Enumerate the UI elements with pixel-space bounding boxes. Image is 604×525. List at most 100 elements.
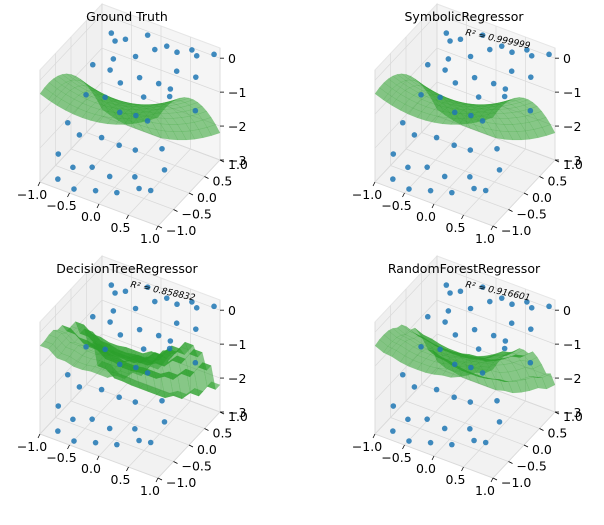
x-tick-label: −0.5 [381, 450, 411, 465]
data-point [89, 164, 95, 170]
data-point [108, 282, 115, 288]
data-point [122, 288, 129, 295]
data-point [116, 142, 122, 149]
surface-patch [149, 110, 163, 121]
y-tick-label: −1.0 [501, 223, 531, 238]
y-tick-label: −0.5 [182, 459, 212, 474]
x-tick-label: 0.0 [81, 461, 101, 476]
data-point [110, 308, 117, 314]
data-point [132, 53, 139, 60]
data-point [132, 147, 139, 153]
data-point [64, 119, 71, 126]
data-point [136, 437, 142, 444]
data-point [433, 134, 440, 141]
y-tick [204, 176, 209, 179]
grid-line [463, 400, 526, 468]
data-point [445, 308, 452, 314]
y-tick-label: 1.0 [228, 157, 248, 172]
data-point [468, 364, 474, 371]
grid-line [128, 400, 191, 468]
data-point [98, 134, 105, 141]
x-tick-label: −0.5 [46, 450, 76, 465]
data-point [166, 345, 173, 352]
x-tick-label: 0.5 [446, 472, 466, 487]
z-tick-label: −2 [563, 371, 581, 386]
data-point [174, 301, 180, 308]
data-point [467, 426, 473, 432]
data-point [110, 56, 117, 62]
data-point [92, 187, 99, 194]
x-tick [155, 477, 159, 483]
z-tick-label: −1 [228, 337, 246, 352]
surface-patch [511, 97, 525, 101]
data-point [411, 384, 418, 390]
data-point [106, 173, 113, 180]
data-point [467, 399, 474, 405]
data-point [427, 439, 434, 446]
data-point [390, 176, 396, 182]
data-point [441, 425, 448, 432]
data-point [55, 176, 61, 182]
data-point [192, 107, 199, 114]
y-tick [508, 209, 513, 212]
data-point [406, 438, 412, 444]
data-point [390, 151, 397, 157]
data-point [132, 174, 138, 180]
grid-line [86, 384, 205, 429]
data-point [437, 346, 443, 353]
surface-patch [537, 373, 551, 378]
data-point [441, 173, 448, 180]
x-tick-label: 1.0 [140, 483, 160, 498]
subplot-title: SymbolicRegressor [404, 9, 524, 24]
data-point [107, 67, 113, 73]
surface-patch [537, 117, 551, 128]
data-point [55, 151, 62, 157]
data-point [89, 416, 95, 422]
y-tick [173, 209, 178, 212]
data-point [443, 30, 450, 36]
data-point [508, 320, 515, 327]
data-point [457, 36, 464, 43]
grid-line [70, 400, 190, 446]
x-tick [490, 225, 494, 231]
y-tick [539, 176, 544, 179]
z-tick-label: 0 [563, 303, 571, 318]
x-tick [96, 455, 100, 461]
subplot-title: Ground Truth [86, 9, 168, 24]
z-tick-label: −1 [228, 85, 246, 100]
x-tick-label: 0.5 [111, 220, 131, 235]
data-point [494, 145, 500, 152]
x-tick-label: 1.0 [475, 231, 495, 246]
data-point [508, 68, 515, 75]
surface-patch [484, 110, 498, 121]
surface-patch [493, 354, 507, 363]
data-point [155, 80, 162, 87]
data-point [427, 187, 434, 194]
x-tick [372, 433, 376, 439]
data-point [406, 186, 412, 192]
data-point [471, 185, 477, 192]
data-point [399, 119, 406, 126]
data-point [108, 30, 115, 36]
z-tick-label: −2 [563, 119, 581, 134]
y-tick [539, 428, 544, 431]
data-point [144, 32, 151, 38]
data-point [443, 282, 450, 288]
data-point [487, 298, 493, 305]
data-point [457, 288, 464, 295]
data-point [475, 346, 482, 352]
data-point [192, 359, 199, 366]
surface-patch [162, 350, 176, 354]
data-point [471, 326, 478, 333]
data-point [117, 332, 124, 338]
data-point [390, 428, 396, 434]
x-tick-label: 1.0 [475, 483, 495, 498]
x-tick [461, 466, 464, 472]
x-tick [431, 203, 435, 209]
x-tick-label: 0.0 [81, 209, 101, 224]
x-tick [402, 192, 405, 198]
y-tick [157, 477, 163, 481]
data-point [211, 303, 217, 310]
subplot-1: −1.0−0.50.00.51.0−1.0−0.50.00.51.00−1−2−… [17, 2, 248, 246]
